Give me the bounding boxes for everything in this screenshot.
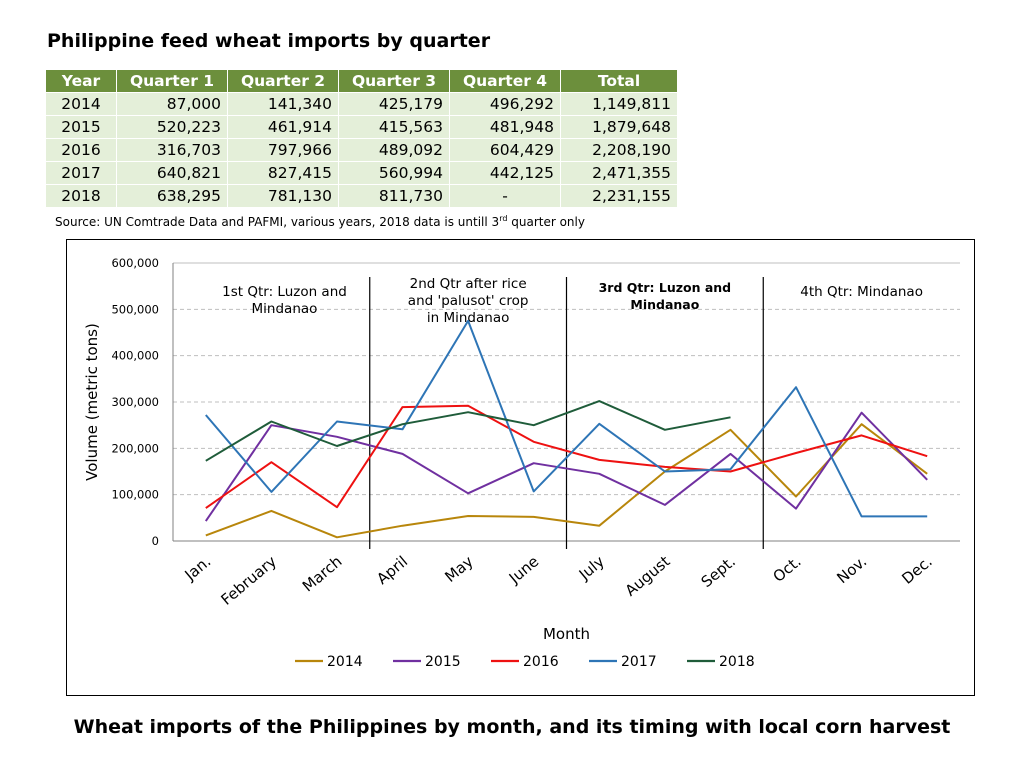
col-header-year: Year	[45, 69, 117, 93]
source-text: Source: UN Comtrade Data and PAFMI, vari…	[55, 215, 500, 229]
table-cell: 2016	[45, 138, 117, 162]
table-cell: 640,821	[116, 161, 228, 185]
table-cell: 2,208,190	[560, 138, 678, 162]
table-cell: 461,914	[227, 115, 339, 139]
series-line-2016	[205, 404, 928, 509]
y-tick-label: 500,000	[111, 302, 159, 316]
x-tick-label: April	[373, 552, 411, 588]
table-row: 2018 638,295 781,130 811,730 - 2,231,155	[45, 184, 678, 208]
series-line-2017	[205, 319, 928, 518]
quarter-annotation: Mindanao	[252, 301, 318, 317]
table-cell: 2015	[45, 115, 117, 139]
quarter-annotation: 1st Qtr: Luzon and	[222, 284, 347, 300]
legend-label: 2015	[425, 654, 461, 670]
y-tick-label: 0	[152, 534, 159, 548]
quarter-annotation: Mindanao	[630, 297, 699, 312]
x-tick-label: February	[217, 552, 280, 609]
quarter-annotation: 3rd Qtr: Luzon and	[599, 280, 732, 295]
series-line-2018	[205, 400, 731, 462]
series-line-2014	[205, 423, 928, 539]
y-tick-label: 100,000	[111, 488, 159, 502]
quarter-annotation: 2nd Qtr after rice	[410, 276, 527, 292]
y-tick-label: 400,000	[111, 349, 159, 363]
table-row: 2016 316,703 797,966 489,092 604,429 2,2…	[45, 138, 678, 162]
x-tick-label: Oct.	[770, 552, 805, 586]
source-superscript: rd	[499, 214, 508, 223]
y-axis-title: Volume (metric tons)	[83, 323, 101, 481]
table-cell: 425,179	[338, 92, 450, 116]
x-tick-label: Nov.	[833, 552, 870, 587]
quarter-annotation: 4th Qtr: Mindanao	[800, 284, 923, 300]
table-cell: 827,415	[227, 161, 339, 185]
table-cell: 520,223	[116, 115, 228, 139]
table-cell: 87,000	[116, 92, 228, 116]
table-cell: 560,994	[338, 161, 450, 185]
source-text-end: quarter only	[507, 215, 585, 229]
table-cell: 316,703	[116, 138, 228, 162]
table-row: 2014 87,000 141,340 425,179 496,292 1,14…	[45, 92, 678, 116]
y-tick-label: 200,000	[111, 441, 159, 455]
y-tick-label: 600,000	[111, 256, 159, 270]
quarter-annotation: in Mindanao	[427, 310, 509, 326]
quarterly-imports-table: Year Quarter 1 Quarter 2 Quarter 3 Quart…	[45, 69, 678, 208]
table-cell: 797,966	[227, 138, 339, 162]
table-header-row: Year Quarter 1 Quarter 2 Quarter 3 Quart…	[45, 69, 678, 93]
page-title: Philippine feed wheat imports by quarter	[47, 30, 491, 52]
col-header-quarter-3: Quarter 3	[338, 69, 450, 93]
table-cell: 1,879,648	[560, 115, 678, 139]
legend-label: 2018	[719, 654, 755, 670]
figure-caption: Wheat imports of the Philippines by mont…	[73, 716, 951, 738]
table-cell: 2,231,155	[560, 184, 678, 208]
table-cell: 489,092	[338, 138, 450, 162]
table-cell: 2,471,355	[560, 161, 678, 185]
legend-label: 2017	[621, 654, 657, 670]
table-cell: 781,130	[227, 184, 339, 208]
legend-label: 2016	[523, 654, 559, 670]
table-cell: -	[449, 184, 561, 208]
table-cell: 811,730	[338, 184, 450, 208]
table-cell: 638,295	[116, 184, 228, 208]
x-tick-label: May	[441, 552, 476, 586]
col-header-quarter-4: Quarter 4	[449, 69, 561, 93]
x-tick-label: August	[622, 552, 674, 600]
table-cell: 2014	[45, 92, 117, 116]
x-tick-label: July	[575, 552, 608, 584]
x-tick-label: Jan.	[181, 552, 215, 584]
x-tick-label: March	[299, 552, 346, 595]
table-cell: 481,948	[449, 115, 561, 139]
x-axis-title: Month	[543, 625, 590, 643]
table-row: 2015 520,223 461,914 415,563 481,948 1,8…	[45, 115, 678, 139]
x-tick-label: Sept.	[698, 552, 739, 591]
x-tick-label: Dec.	[898, 552, 935, 588]
y-tick-label: 300,000	[111, 395, 159, 409]
table-cell: 496,292	[449, 92, 561, 116]
col-header-quarter-2: Quarter 2	[227, 69, 339, 93]
monthly-imports-line-chart: 0 100,000 200,000 300,000 400,000 500,000 600,…	[83, 256, 960, 670]
source-note: Source: UN Comtrade Data and PAFMI, vari…	[55, 214, 585, 229]
chart-frame: 0 100,000 200,000 300,000 400,000 500,000 600,…	[66, 239, 975, 696]
table-cell: 2017	[45, 161, 117, 185]
quarter-annotation: and 'palusot' crop	[408, 293, 529, 309]
table-cell: 141,340	[227, 92, 339, 116]
col-header-total: Total	[560, 69, 678, 93]
table-row: 2017 640,821 827,415 560,994 442,125 2,4…	[45, 161, 678, 185]
series-line-2015	[204, 411, 928, 522]
table-cell: 604,429	[449, 138, 561, 162]
table-cell: 442,125	[449, 161, 561, 185]
x-tick-label: June	[505, 552, 542, 587]
table-cell: 1,149,811	[560, 92, 678, 116]
col-header-quarter-1: Quarter 1	[116, 69, 228, 93]
table-cell: 415,563	[338, 115, 450, 139]
legend-label: 2014	[327, 654, 363, 670]
table-cell: 2018	[45, 184, 117, 208]
